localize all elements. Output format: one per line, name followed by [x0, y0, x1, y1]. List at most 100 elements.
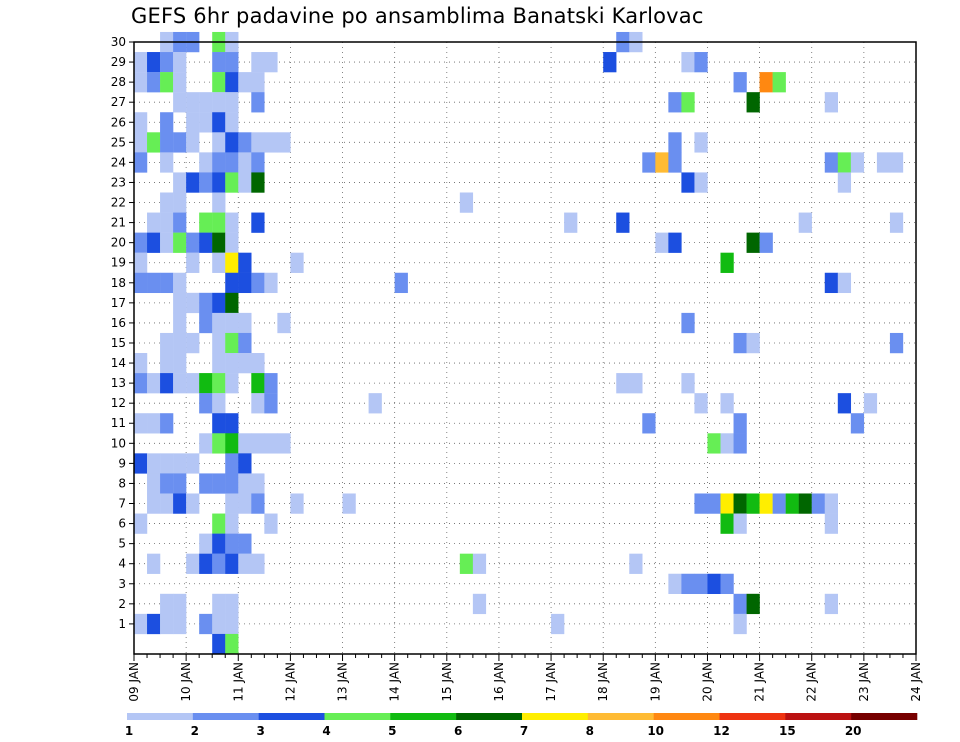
heatmap-cell: [134, 112, 148, 133]
y-tick-label: 27: [111, 95, 126, 109]
heatmap-cell: [459, 192, 474, 213]
heatmap-cell: [876, 152, 891, 173]
heatmap-cell: [212, 112, 226, 133]
heatmap-cell: [199, 232, 213, 253]
heatmap-cell: [147, 473, 161, 494]
heatmap-cell: [707, 573, 721, 595]
heatmap-cell: [160, 212, 174, 233]
heatmap-cell: [212, 72, 226, 93]
heatmap-cell: [251, 72, 265, 93]
heatmap-cell: [147, 212, 161, 233]
heatmap-cell: [251, 212, 265, 233]
heatmap-cell: [264, 513, 278, 534]
y-axis: 1234567891011121314151617181920212223242…: [111, 35, 134, 631]
x-tick-label: 20 JAN: [700, 662, 714, 702]
heatmap-cell: [238, 72, 252, 93]
heatmap-cell: [160, 272, 174, 294]
heatmap-cell: [694, 393, 708, 414]
heatmap-cell: [720, 393, 734, 414]
heatmap-cell: [173, 72, 187, 93]
heatmap-cell: [160, 152, 174, 173]
heatmap-cell: [212, 232, 226, 253]
heatmap-cell: [251, 52, 265, 73]
colorbar-swatch: [587, 713, 654, 720]
y-tick-label: 10: [111, 436, 126, 450]
heatmap-cell: [173, 332, 187, 354]
heatmap-cell: [147, 52, 161, 73]
heatmap-cell: [186, 172, 200, 193]
heatmap-cell: [824, 513, 838, 534]
heatmap-cell: [225, 473, 239, 494]
heatmap-cell: [772, 72, 786, 93]
heatmap-cell: [459, 553, 474, 574]
y-tick-label: 13: [111, 376, 126, 390]
heatmap-cell: [720, 573, 734, 595]
heatmap-cell: [629, 553, 643, 574]
heatmap-cell: [238, 272, 252, 294]
heatmap-cell: [668, 232, 682, 253]
heatmap-cell: [225, 212, 239, 233]
heatmap-cell: [733, 593, 747, 615]
heatmap-cell: [199, 393, 213, 414]
heatmap-cell: [564, 212, 578, 233]
x-tick-label: 14 JAN: [388, 662, 402, 702]
heatmap-cell: [212, 332, 226, 354]
heatmap-cell: [199, 212, 213, 233]
heatmap-cell: [394, 272, 408, 294]
heatmap-cell: [134, 252, 148, 273]
heatmap-cell: [225, 513, 239, 534]
heatmap-cell: [160, 112, 174, 133]
heatmap-cell: [746, 92, 760, 113]
colorbar-label: 15: [779, 724, 796, 738]
y-tick-label: 21: [111, 216, 126, 230]
heatmap-cell: [225, 593, 239, 615]
heatmap-cell: [212, 312, 226, 334]
heatmap-cell: [199, 613, 213, 635]
heatmap-cell: [212, 132, 226, 153]
heatmap-cell: [889, 332, 904, 354]
heatmap-cell: [694, 172, 708, 193]
heatmap-cell: [225, 553, 239, 574]
heatmap-cell: [720, 493, 734, 514]
heatmap-cell: [811, 493, 825, 514]
colorbar-label: 1: [125, 724, 133, 738]
heatmap-cell: [212, 393, 226, 414]
heatmap-cell: [212, 593, 226, 615]
heatmap-cell: [212, 212, 226, 233]
heatmap-cell: [134, 72, 148, 93]
heatmap-cell: [225, 533, 239, 554]
colorbar-swatch: [851, 713, 918, 720]
heatmap-cell: [264, 433, 278, 454]
heatmap-cell: [225, 112, 239, 133]
heatmap-cell: [199, 292, 213, 314]
heatmap-cell: [824, 493, 838, 514]
heatmap-cell: [199, 373, 213, 394]
heatmap-cell: [147, 553, 161, 574]
heatmap-cell: [173, 473, 187, 494]
colorbar-label: 5: [388, 724, 396, 738]
heatmap-cell: [733, 493, 747, 514]
heatmap-cell: [733, 332, 747, 354]
y-tick-label: 5: [118, 537, 126, 551]
y-tick-label: 7: [118, 497, 126, 511]
heatmap-cell: [160, 453, 174, 474]
heatmap-cell: [212, 152, 226, 173]
heatmap-cell: [251, 172, 265, 193]
heatmap-cell: [173, 292, 187, 314]
heatmap-cell: [212, 533, 226, 554]
heatmap-cell: [681, 92, 695, 113]
heatmap-cell: [668, 152, 682, 173]
heatmap-cell: [225, 353, 239, 374]
colorbar-label: 4: [322, 724, 330, 738]
heatmap-cell: [681, 172, 695, 193]
colorbar-swatch: [719, 713, 786, 720]
heatmap-cell: [147, 613, 161, 635]
heatmap-cell: [863, 393, 878, 414]
heatmap-cell: [472, 553, 487, 574]
heatmap-cell: [837, 152, 852, 173]
heatmap-cell: [225, 493, 239, 514]
heatmap-cell: [225, 433, 239, 454]
heatmap-cell: [212, 92, 226, 113]
colorbar-swatch: [522, 713, 589, 720]
